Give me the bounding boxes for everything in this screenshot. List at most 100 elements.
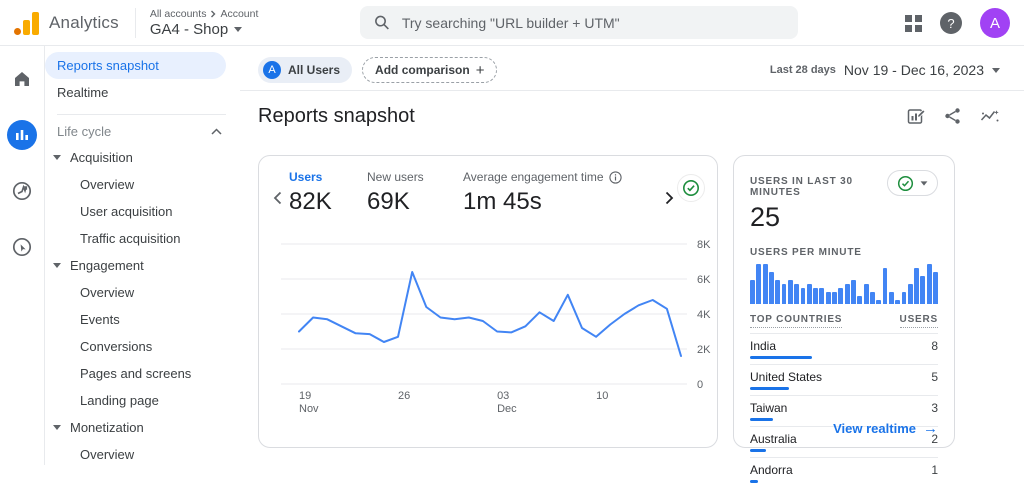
- minute-bar: [819, 288, 825, 304]
- help-icon[interactable]: ?: [940, 12, 962, 34]
- realtime-status-dropdown[interactable]: [887, 170, 938, 196]
- svg-text:Nov: Nov: [299, 403, 319, 415]
- avatar[interactable]: A: [980, 8, 1010, 38]
- metric-value: 69K: [367, 188, 410, 215]
- svg-text:26: 26: [398, 390, 410, 402]
- all-users-label: All Users: [288, 63, 341, 77]
- search-bar[interactable]: [360, 6, 798, 39]
- sidebar-item-overview[interactable]: Overview: [80, 447, 135, 462]
- metric-label: Users: [289, 170, 353, 184]
- minute-bar: [895, 300, 901, 304]
- sidebar-group-acquisition[interactable]: Acquisition: [45, 144, 240, 171]
- explore-icon[interactable]: [7, 176, 37, 206]
- metrics-scroll-left-icon[interactable]: [265, 178, 289, 218]
- advertising-icon[interactable]: [7, 232, 37, 262]
- country-users-value: 3: [931, 401, 938, 415]
- country-name: India: [750, 339, 777, 353]
- apps-grid-icon[interactable]: [905, 14, 922, 32]
- sidebar-section-life-cycle[interactable]: Life cycle: [45, 118, 240, 144]
- metric-tab-1[interactable]: Users 82K: [289, 170, 353, 216]
- group-label: Engagement: [70, 258, 144, 273]
- divider: [240, 90, 1024, 91]
- reports-icon[interactable]: [7, 120, 37, 150]
- sidebar-item-events[interactable]: Events: [80, 312, 120, 327]
- minute-bar: [756, 264, 762, 304]
- add-comparison-button[interactable]: Add comparison +: [362, 57, 498, 83]
- minute-bar: [794, 284, 800, 304]
- minute-bar: [933, 272, 938, 304]
- sidebar-item-conversions[interactable]: Conversions: [80, 339, 153, 354]
- realtime-card: USERS IN LAST 30 MINUTES 25 USERS PER MI…: [733, 155, 955, 483]
- country-row[interactable]: Australia 2: [750, 426, 938, 452]
- metric-label-text: Average engagement time: [463, 170, 604, 184]
- chevron-down-icon: [992, 67, 1000, 73]
- country-row[interactable]: United States 5: [750, 364, 938, 390]
- app-header: Analytics All accounts Account GA4 - Sho…: [0, 0, 1024, 46]
- triangle-down-icon: [53, 263, 61, 268]
- minute-bar: [750, 280, 755, 304]
- minute-bar: [781, 284, 787, 304]
- minute-bar: [926, 264, 932, 304]
- metric-label: Average engagement time: [463, 170, 649, 184]
- country-name: Andorra: [750, 463, 793, 477]
- users-header[interactable]: USERS: [899, 314, 938, 328]
- view-realtime-link[interactable]: View realtime →: [833, 420, 938, 437]
- logo-dot: [14, 27, 21, 35]
- country-share-bar: [750, 449, 766, 452]
- svg-text:2K: 2K: [697, 344, 711, 356]
- data-freshness-icon[interactable]: [677, 174, 705, 202]
- sidebar-item-landing-page[interactable]: Landing page: [80, 393, 159, 408]
- insights-icon[interactable]: [980, 107, 1000, 125]
- analytics-logo-icon: [14, 11, 39, 35]
- metrics-scroll-right-icon[interactable]: [657, 178, 681, 218]
- metric-tab-3[interactable]: Average engagement time 1m 45s: [463, 170, 649, 216]
- breadcrumb-chevron-icon: [211, 10, 216, 17]
- account-switcher[interactable]: All accounts Account GA4 - Shop: [150, 8, 259, 38]
- sidebar-item-reports-snapshot[interactable]: Reports snapshot: [45, 52, 226, 79]
- triangle-down-icon: [53, 425, 61, 430]
- logo-bar: [32, 11, 39, 35]
- share-icon[interactable]: [944, 107, 962, 125]
- country-users-value: 8: [931, 339, 938, 353]
- home-icon[interactable]: [7, 64, 37, 94]
- country-row[interactable]: Andorra 1: [750, 457, 938, 483]
- metric-value: 82K: [289, 188, 332, 215]
- main-content: A All Users Add comparison + Last 28 day…: [240, 46, 1024, 483]
- country-row[interactable]: Taiwan 3: [750, 395, 938, 421]
- users-line-chart[interactable]: 0 2K 4K 6K 8K 19 Nov 26 03 Dec 10: [267, 234, 711, 421]
- minute-bar: [869, 292, 875, 304]
- sidebar-group-monetization[interactable]: Monetization: [45, 414, 240, 441]
- minute-bar: [876, 300, 882, 304]
- country-name: Taiwan: [750, 401, 788, 415]
- date-range-picker[interactable]: Last 28 days Nov 19 - Dec 16, 2023: [770, 62, 1000, 78]
- sidebar-item-user-acquisition[interactable]: User acquisition: [80, 204, 173, 219]
- sidebar-item-pages-and-screens[interactable]: Pages and screens: [80, 366, 192, 381]
- sidebar-item-overview[interactable]: Overview: [80, 285, 135, 300]
- search-icon: [375, 15, 389, 30]
- search-input[interactable]: [401, 14, 784, 31]
- all-users-chip[interactable]: A All Users: [258, 57, 353, 83]
- info-icon[interactable]: [608, 170, 622, 184]
- add-comparison-label: Add comparison: [375, 63, 470, 77]
- country-name: Australia: [750, 432, 797, 446]
- country-row[interactable]: India 8: [750, 333, 938, 359]
- sidebar-item-overview[interactable]: Overview: [80, 177, 135, 192]
- date-range-value: Nov 19 - Dec 16, 2023: [843, 62, 984, 78]
- sidebar-item-realtime[interactable]: Realtime: [57, 85, 109, 100]
- top-countries-header[interactable]: TOP COUNTRIES: [750, 314, 843, 328]
- customize-report-icon[interactable]: [907, 107, 926, 126]
- minute-bar: [857, 296, 863, 304]
- users-per-minute-bar-chart[interactable]: [750, 264, 938, 304]
- divider: [134, 7, 136, 38]
- page-title: Reports snapshot: [258, 104, 415, 127]
- country-share-bar: [750, 356, 812, 359]
- sidebar-group-engagement[interactable]: Engagement: [45, 252, 240, 279]
- sidebar-item-traffic-acquisition[interactable]: Traffic acquisition: [80, 231, 181, 246]
- svg-text:Dec: Dec: [497, 403, 517, 415]
- minute-bar: [838, 288, 844, 304]
- metric-tab-2[interactable]: New users 69K: [367, 170, 449, 216]
- comparison-toolbar: A All Users Add comparison + Last 28 day…: [258, 54, 1000, 86]
- date-preset-label: Last 28 days: [769, 64, 836, 76]
- minute-bar: [813, 288, 819, 304]
- check-circle-icon: [897, 175, 914, 191]
